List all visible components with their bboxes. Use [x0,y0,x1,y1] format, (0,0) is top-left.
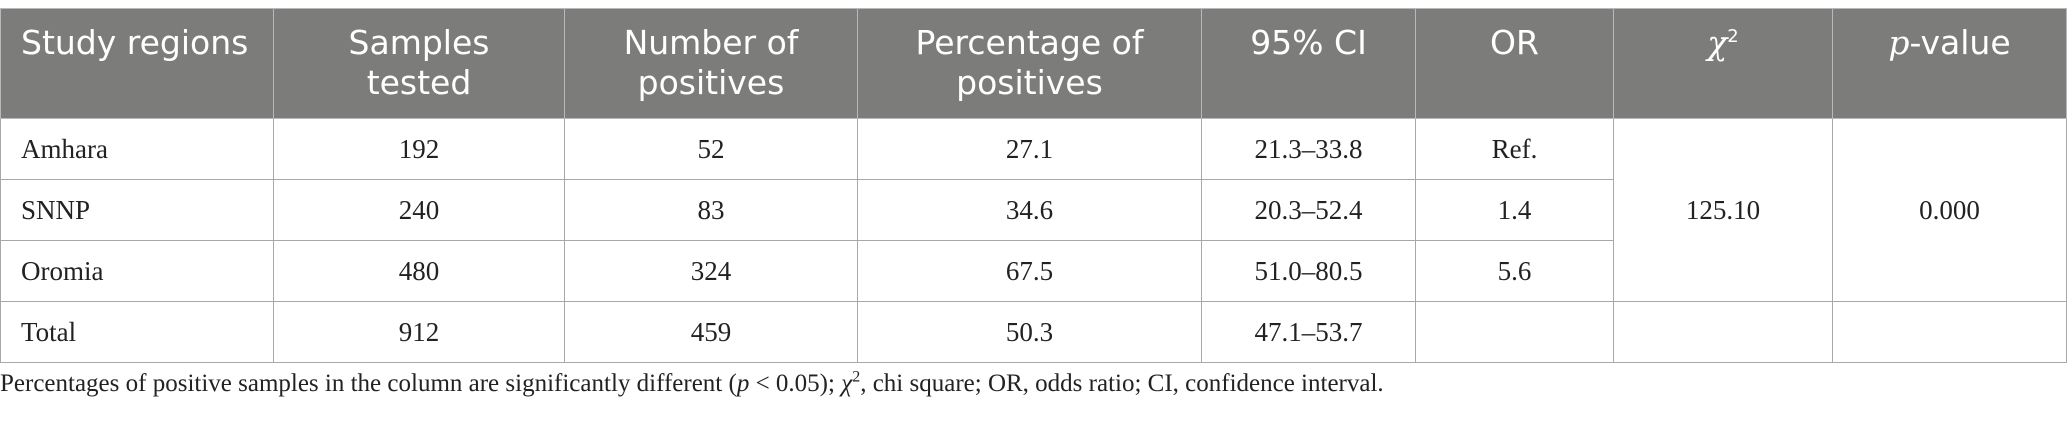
cell-percentage: 27.1 [857,118,1202,180]
cell-positives: 459 [564,301,858,363]
header-number-positives: Number of positives [564,8,858,119]
p-italic: p [1888,23,1910,62]
cell-region: Amhara [0,118,274,180]
cell-percentage: 34.6 [857,179,1202,241]
cell-positives: 324 [564,240,858,302]
p-value-rest: -value [1909,23,2011,62]
header-chi-square: χ2 [1613,8,1833,119]
cell-or: 1.4 [1415,179,1614,241]
chi-superscript: 2 [1727,26,1739,47]
cell-samples: 480 [273,240,565,302]
table-container: Study regions Samples tested Number of p… [0,8,2067,363]
cell-samples: 192 [273,118,565,180]
footnote-chi-superscript: 2 [852,368,861,386]
cell-or: Ref. [1415,118,1614,180]
footnote-text: < 0.05); [749,370,842,397]
header-percentage-positives: Percentage of positives [857,8,1202,119]
cell-percentage: 50.3 [857,301,1202,363]
chi-symbol: χ [1707,23,1728,62]
cell-p-empty [1832,301,2067,363]
cell-ci: 47.1–53.7 [1201,301,1416,363]
footnote-text: Percentages of positive samples in the c… [0,370,737,397]
cell-chi-value: 125.10 [1613,118,1833,302]
header-ci: 95% CI [1201,8,1416,119]
table-footnote: Percentages of positive samples in the c… [0,368,1384,398]
cell-chi-empty [1613,301,1833,363]
cell-region: Total [0,301,274,363]
footnote-p-italic: p [736,370,750,397]
table-row: Amhara 192 52 27.1 21.3–33.8 Ref. 125.10… [0,118,2067,302]
footnote-chi-symbol: χ [841,370,853,397]
cell-region: Oromia [0,240,274,302]
table-row: Oromia 480 324 67.5 51.0–80.5 5.6 [0,240,2067,302]
header-row: Study regions Samples tested Number of p… [0,8,2067,119]
header-p-value: p-value [1832,8,2067,119]
table-row-total: Total 912 459 50.3 47.1–53.7 [0,301,2067,363]
header-study-regions: Study regions [0,8,274,119]
cell-ci: 20.3–52.4 [1201,179,1416,241]
cell-ci: 51.0–80.5 [1201,240,1416,302]
cell-or [1415,301,1614,363]
cell-samples: 240 [273,179,565,241]
header-samples-tested: Samples tested [273,8,565,119]
cell-positives: 83 [564,179,858,241]
footnote-text: , chi square; OR, odds ratio; CI, confid… [860,370,1384,397]
cell-p-value: 0.000 [1832,118,2067,302]
cell-percentage: 67.5 [857,240,1202,302]
header-or: OR [1415,8,1614,119]
cell-or: 5.6 [1415,240,1614,302]
cell-ci: 21.3–33.8 [1201,118,1416,180]
cell-positives: 52 [564,118,858,180]
cell-samples: 912 [273,301,565,363]
results-table: Study regions Samples tested Number of p… [0,8,2067,363]
cell-region: SNNP [0,179,274,241]
